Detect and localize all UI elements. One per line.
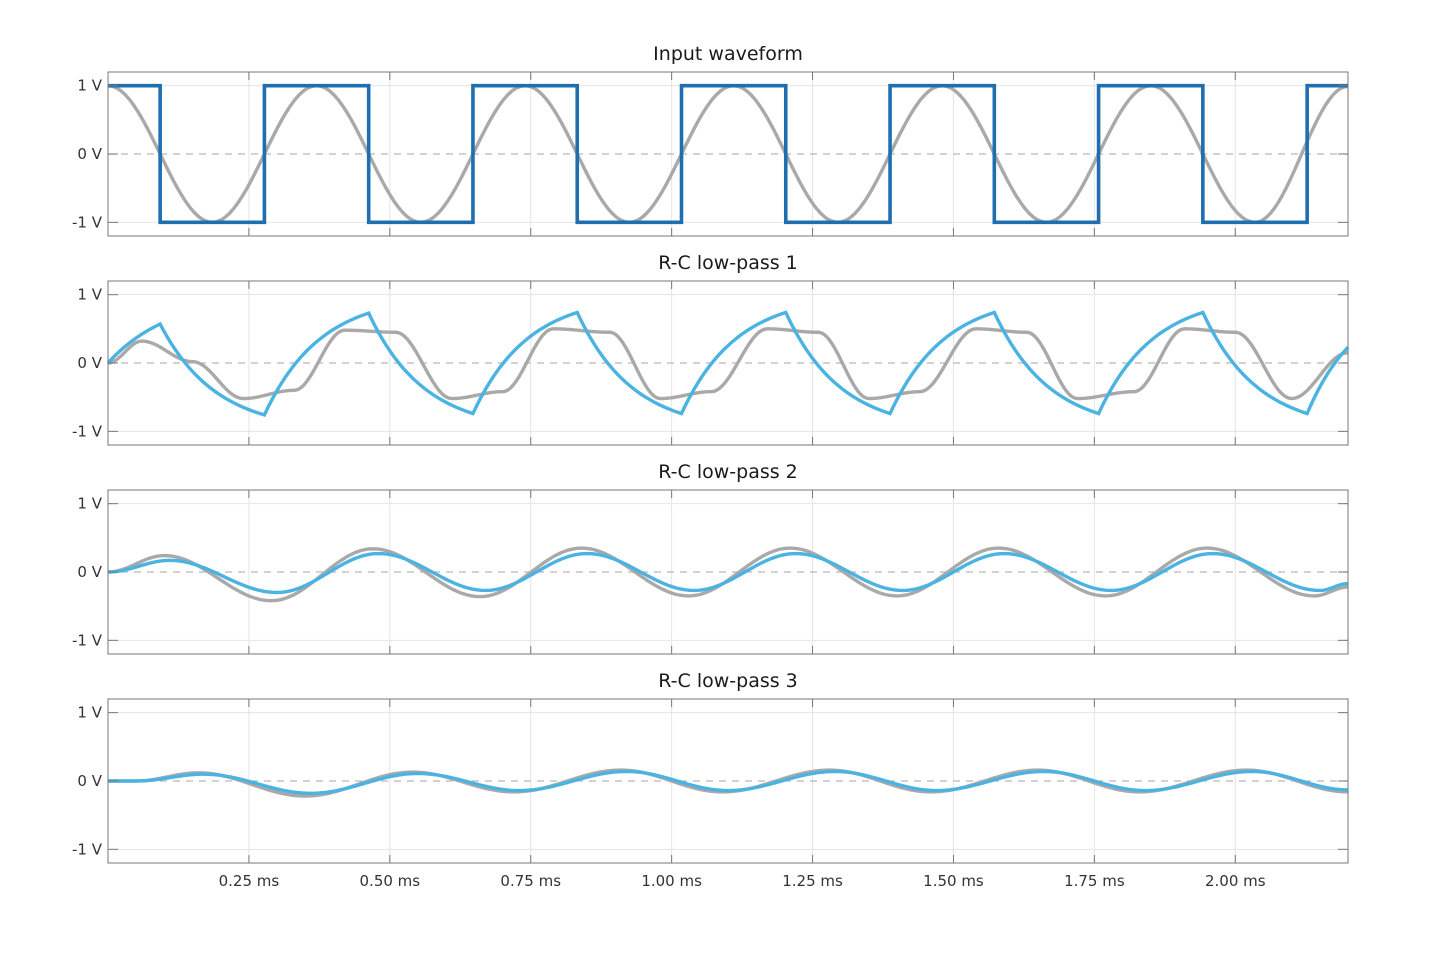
signal-line (108, 83, 1348, 225)
panel-1: Input waveform 1 V 0 V -1 V (72, 43, 1349, 237)
y-tick-label: 1 V (77, 77, 102, 95)
x-tick-label: 1.50 ms (923, 872, 984, 890)
y-tick-label: 0 V (77, 563, 102, 581)
signal-line (107, 551, 1349, 595)
y-tick-label: 1 V (77, 286, 102, 304)
signal-line (108, 769, 1349, 796)
x-tick-label: 1.00 ms (641, 872, 702, 890)
x-tick-label: 1.25 ms (782, 872, 843, 890)
y-tick-label: -1 V (72, 213, 103, 231)
panel-2: R-C low-pass 1 1 V 0 V -1 V (72, 252, 1350, 446)
y-tick-label: -1 V (72, 422, 103, 440)
x-tick-label: 0.75 ms (500, 872, 561, 890)
panel-title: R-C low-pass 3 (658, 670, 798, 692)
y-tick-label: 0 V (77, 145, 102, 163)
panel-title: Input waveform (653, 43, 803, 65)
signal-line (106, 310, 1350, 417)
panel-4: R-C low-pass 3 1 V 0 V -1 V 0.25 ms 0.50 ms 0.… (72, 670, 1349, 890)
x-tick-label: 0.25 ms (219, 872, 280, 890)
x-tick-label: 2.00 ms (1205, 872, 1266, 890)
panel-title: R-C low-pass 2 (658, 461, 798, 483)
reference-sine-line (107, 327, 1349, 401)
y-tick-label: 0 V (77, 354, 102, 372)
y-tick-label: -1 V (72, 631, 103, 649)
x-tick-label: 0.50 ms (360, 872, 421, 890)
y-tick-label: 1 V (77, 704, 102, 722)
y-tick-label: -1 V (72, 840, 103, 858)
y-tick-label: 0 V (77, 772, 102, 790)
reference-sine-line (107, 546, 1349, 603)
x-tick-label: 1.75 ms (1064, 872, 1125, 890)
panel-3: R-C low-pass 2 1 V 0 V -1 V (72, 461, 1349, 655)
panel-title: R-C low-pass 1 (658, 252, 798, 274)
y-tick-label: 1 V (77, 495, 102, 513)
